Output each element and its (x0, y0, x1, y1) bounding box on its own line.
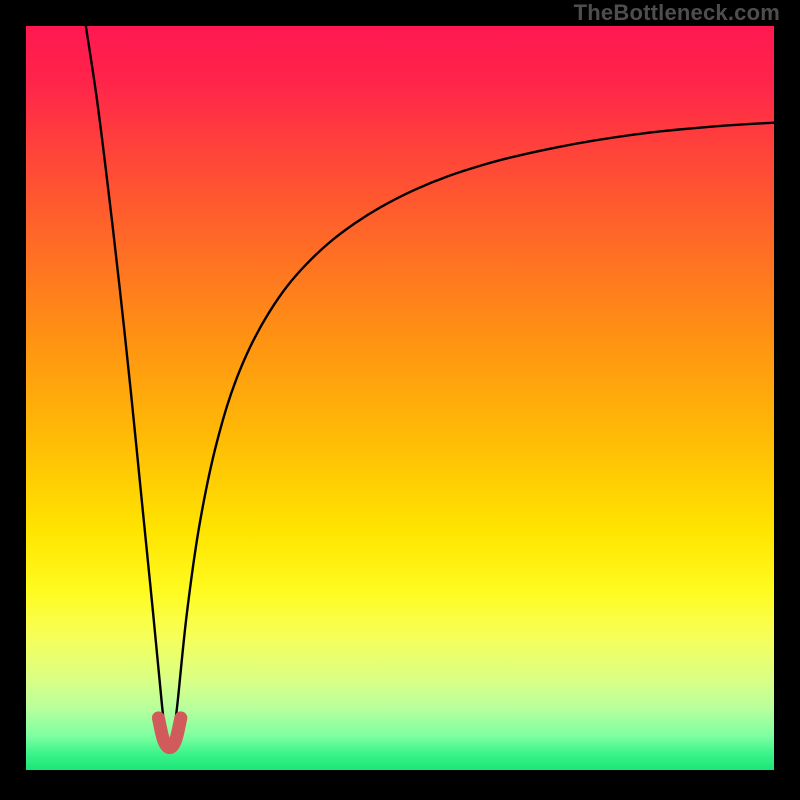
watermark-text: TheBottleneck.com (574, 0, 780, 26)
bottleneck-curve (86, 26, 774, 743)
curve-layer (0, 0, 800, 800)
valley-marker (158, 718, 180, 748)
